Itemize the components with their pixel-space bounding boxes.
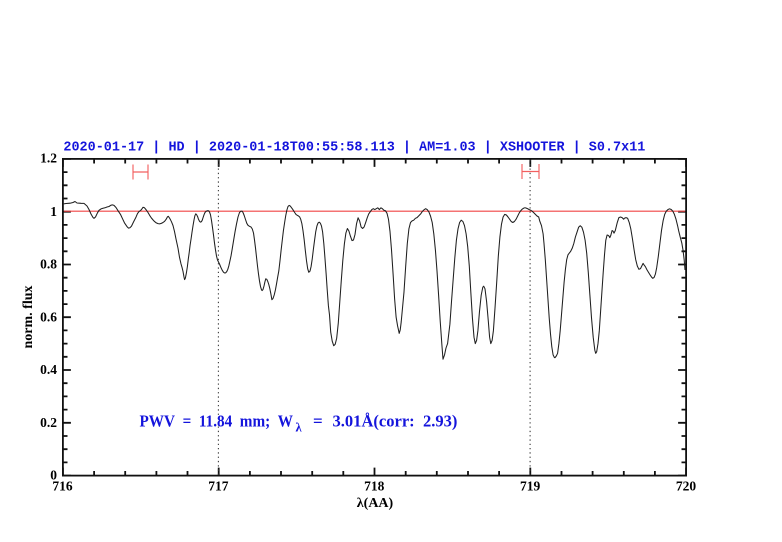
svg-text:0.4: 0.4 xyxy=(40,362,57,377)
svg-text:719: 719 xyxy=(520,479,541,494)
svg-text:3.01Å(corr: 2.93): 3.01Å(corr: 2.93) xyxy=(333,412,458,431)
svg-text:2020-01-17 | HD | 2020-01-18T0: 2020-01-17 | HD | 2020-01-18T00:55:58.11… xyxy=(63,140,645,155)
svg-text:1: 1 xyxy=(50,204,57,219)
svg-text:1.2: 1.2 xyxy=(40,151,57,166)
svg-text:=: = xyxy=(313,412,323,431)
svg-text:720: 720 xyxy=(676,479,697,494)
svg-text:0.6: 0.6 xyxy=(40,309,57,324)
svg-text:717: 717 xyxy=(208,479,229,494)
svg-text:PWV = 11.84 mm; W: PWV = 11.84 mm; W xyxy=(140,412,294,431)
svg-text:λ(AA): λ(AA) xyxy=(357,496,394,511)
svg-text:norm. flux: norm. flux xyxy=(21,286,36,349)
svg-text:0: 0 xyxy=(50,468,57,483)
svg-text:716: 716 xyxy=(52,479,73,494)
svg-text:λ: λ xyxy=(296,421,303,435)
svg-text:0.2: 0.2 xyxy=(40,415,57,430)
svg-text:718: 718 xyxy=(364,479,385,494)
svg-text:0.8: 0.8 xyxy=(40,257,57,272)
